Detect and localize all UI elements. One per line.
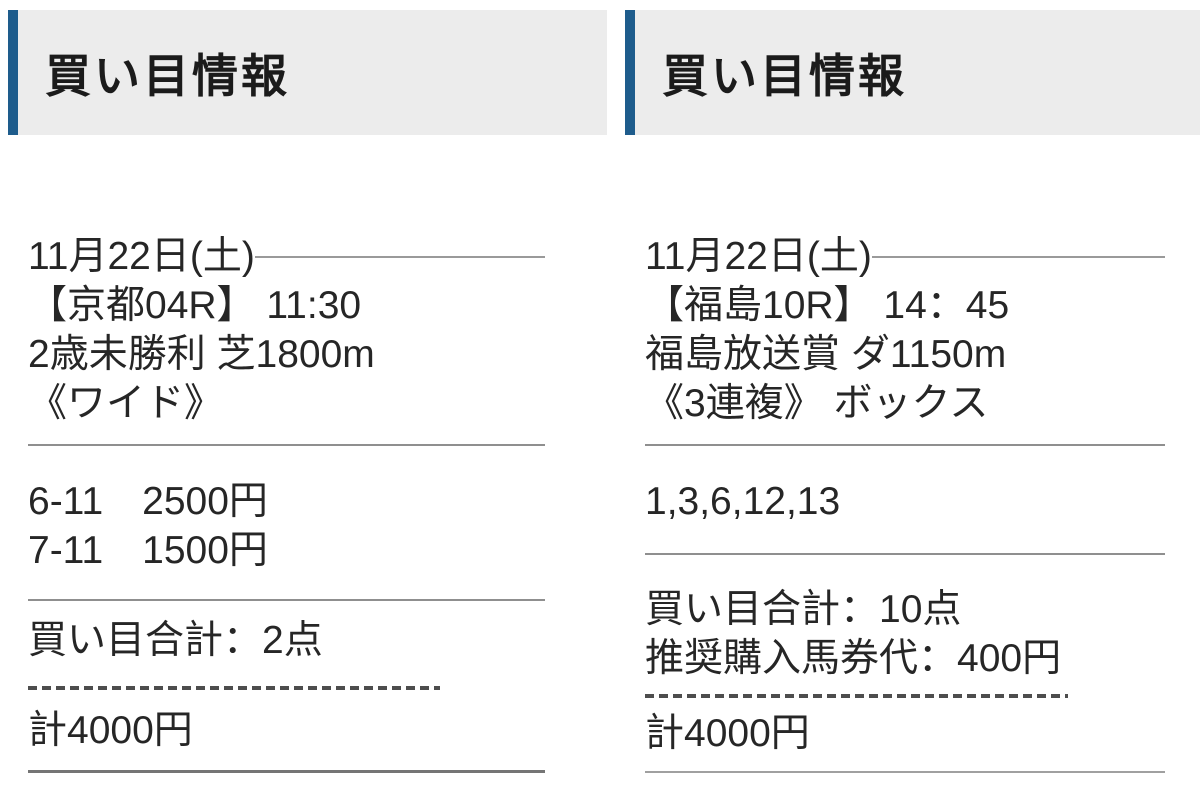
panel-header: 買い目情報 — [625, 10, 1200, 135]
dashed-divider — [645, 694, 1068, 698]
panel-body: 11月22日(土) 【京都04R】 11:30 2歳未勝利 芝1800m 《ワイ… — [28, 232, 545, 773]
bet-entry: 7-11 1500円 — [28, 529, 268, 572]
header-accent-bar — [625, 10, 635, 135]
date-row: 11月22日(土) — [28, 232, 545, 281]
date-rule-line — [871, 255, 1165, 258]
race-name-time: 【京都04R】 11:30 — [28, 284, 362, 327]
divider-line — [28, 599, 545, 601]
betting-panel-left: 買い目情報 11月22日(土) 【京都04R】 11:30 2歳未勝利 芝180… — [8, 0, 607, 773]
bet-count-total: 買い目合計：10点 — [645, 588, 962, 631]
divider-line — [645, 771, 1165, 773]
total-amount: 計4000円 — [645, 712, 810, 755]
header-accent-bar — [8, 10, 18, 135]
date-row: 11月22日(土) — [645, 232, 1165, 281]
panel-body: 11月22日(土) 【福島10R】 14：45 福島放送賞 ダ1150m 《3連… — [645, 232, 1165, 773]
race-date: 11月22日(土) — [28, 235, 255, 278]
bet-summary: 買い目合計：2点 — [28, 616, 545, 665]
bet-type: 《ワイド》 — [28, 382, 224, 425]
race-condition: 福島放送賞 ダ1150m — [645, 333, 1007, 376]
bet-summary: 買い目合計：10点 推奨購入馬券代：400円 — [645, 585, 1165, 683]
race-name-time: 【福島10R】 14：45 — [645, 284, 1010, 327]
bet-entry: 6-11 2500円 — [28, 480, 268, 523]
betting-panel-right: 買い目情報 11月22日(土) 【福島10R】 14：45 福島放送賞 ダ115… — [625, 0, 1200, 773]
race-condition: 2歳未勝利 芝1800m — [28, 333, 375, 376]
bet-count-total: 買い目合計：2点 — [28, 619, 323, 662]
date-rule-line — [254, 255, 545, 258]
panel-header: 買い目情報 — [8, 10, 607, 135]
panel-title: 買い目情報 — [45, 49, 290, 102]
dashed-divider — [28, 686, 440, 690]
divider-line — [28, 444, 545, 446]
bet-list: 6-11 2500円 7-11 1500円 — [28, 477, 545, 575]
race-date: 11月22日(土) — [645, 235, 872, 278]
divider-line — [645, 553, 1165, 555]
bet-type: 《3連複》 ボックス — [645, 382, 989, 425]
total-amount: 計4000円 — [28, 709, 193, 752]
divider-line — [645, 444, 1165, 446]
recommended-purchase-amount: 推奨購入馬券代：400円 — [645, 637, 1062, 680]
panel-title: 買い目情報 — [662, 49, 907, 102]
bet-list: 1,3,6,12,13 — [645, 477, 1165, 526]
divider-line — [28, 770, 545, 773]
bet-entry: 1,3,6,12,13 — [645, 480, 841, 523]
